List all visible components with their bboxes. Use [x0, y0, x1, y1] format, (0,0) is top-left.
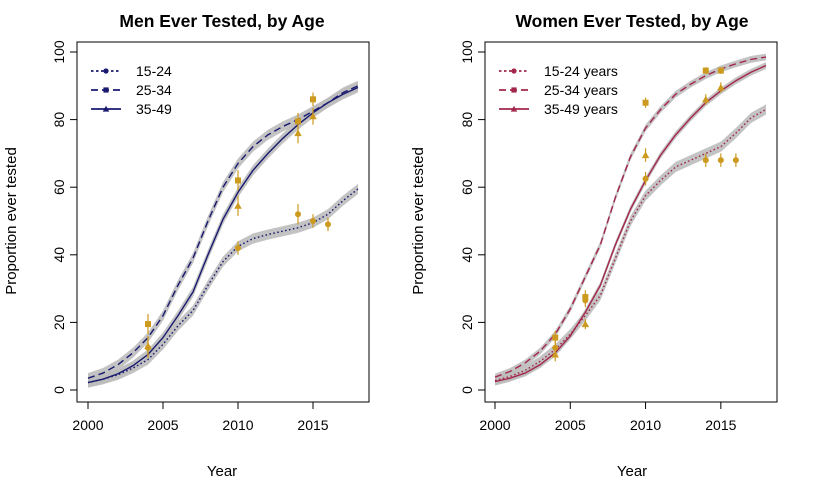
x-tick-label: 2010 — [630, 417, 661, 433]
y-tick-label: 40 — [459, 247, 475, 263]
uncertainty-band — [495, 104, 766, 386]
observation-point — [582, 294, 589, 301]
observation-point — [234, 202, 242, 209]
legend: 15-24 years 25-34 years 35-49 years — [499, 63, 618, 117]
observation-point — [702, 157, 709, 164]
x-tick-label: 2015 — [297, 417, 328, 433]
observations — [144, 92, 331, 358]
observation-point — [732, 157, 739, 164]
observation-point — [310, 96, 316, 103]
observation-point — [294, 129, 302, 137]
legend-label: 25-34 years — [544, 82, 618, 98]
x-tick-label: 2005 — [147, 417, 178, 433]
observation-point — [310, 218, 316, 224]
y-tick-label: 40 — [51, 247, 67, 263]
y-tick-label: 80 — [51, 112, 67, 128]
x-tick-label: 2015 — [705, 417, 736, 433]
panel-women: Women Ever Tested, by Age Year Proportio… — [410, 11, 778, 480]
observations — [551, 67, 739, 362]
y-tick-label: 100 — [459, 40, 475, 64]
observation-point — [325, 221, 331, 228]
observation-point — [641, 151, 650, 159]
x-tick-label: 2000 — [479, 417, 510, 433]
observation-point — [551, 350, 559, 358]
panel-men: Men Ever Tested, by Age Year Proportion … — [3, 11, 370, 480]
observation-point — [642, 175, 649, 182]
legend-label: 15-24 — [136, 63, 172, 79]
legend-label: 25-34 — [136, 82, 172, 98]
y-tick-label: 0 — [459, 386, 475, 394]
chart-title: Women Ever Tested, by Age — [515, 11, 748, 31]
y-tick-label: 20 — [51, 314, 67, 330]
legend-marker — [102, 105, 110, 112]
observation-point — [295, 211, 301, 218]
series-line — [87, 86, 359, 384]
uncertainty-band — [88, 82, 358, 388]
observation-point — [717, 67, 724, 74]
y-tick-label: 0 — [51, 386, 67, 394]
x-axis-label: Year — [207, 463, 237, 480]
x-axis: 2000 2005 2010 2015 — [72, 401, 329, 433]
y-tick-label: 80 — [459, 112, 475, 128]
x-axis: 2000 2005 2010 2015 — [479, 401, 737, 433]
legend-marker — [510, 105, 518, 112]
uncertainty-bands — [88, 80, 358, 388]
uncertainty-bands — [495, 53, 766, 386]
observation-point — [235, 245, 241, 252]
legend-label: 35-49 years — [544, 101, 618, 117]
x-axis-label: Year — [617, 463, 647, 480]
observation-point — [642, 99, 649, 106]
observation-point — [144, 342, 152, 350]
x-tick-label: 2010 — [222, 417, 253, 433]
series-line — [494, 108, 767, 382]
observation-point — [552, 334, 559, 341]
legend-label: 35-49 — [136, 101, 172, 117]
x-tick-label: 2000 — [72, 417, 103, 433]
y-tick-label: 60 — [459, 179, 475, 195]
y-axis-label: Proportion ever tested — [3, 147, 20, 295]
legend-marker — [511, 68, 517, 74]
legend-marker — [103, 87, 109, 93]
x-tick-label: 2005 — [555, 417, 586, 433]
uncertainty-band — [88, 80, 358, 384]
y-axis: 0 20 40 60 80 100 — [459, 40, 486, 394]
observation-point — [702, 95, 710, 103]
series-line — [87, 85, 359, 379]
series-lines — [87, 85, 359, 384]
legend-marker — [103, 68, 109, 74]
observation-point — [145, 321, 151, 328]
observation-point — [717, 157, 724, 164]
observation-point — [581, 320, 590, 328]
legend-marker — [511, 87, 517, 93]
y-tick-label: 100 — [51, 40, 67, 64]
observation-point — [702, 67, 709, 74]
y-tick-label: 60 — [51, 179, 67, 195]
observation-point — [295, 118, 301, 125]
chart-title: Men Ever Tested, by Age — [119, 11, 324, 31]
observation-point — [309, 112, 317, 120]
y-axis-label: Proportion ever tested — [410, 147, 427, 295]
observation-point — [235, 177, 241, 184]
legend-label: 15-24 years — [544, 63, 618, 79]
y-axis: 0 20 40 60 80 100 — [51, 40, 78, 394]
observation-point — [717, 83, 725, 91]
legend: 15-24 25-34 35-49 — [91, 63, 172, 117]
y-tick-label: 20 — [459, 314, 475, 330]
